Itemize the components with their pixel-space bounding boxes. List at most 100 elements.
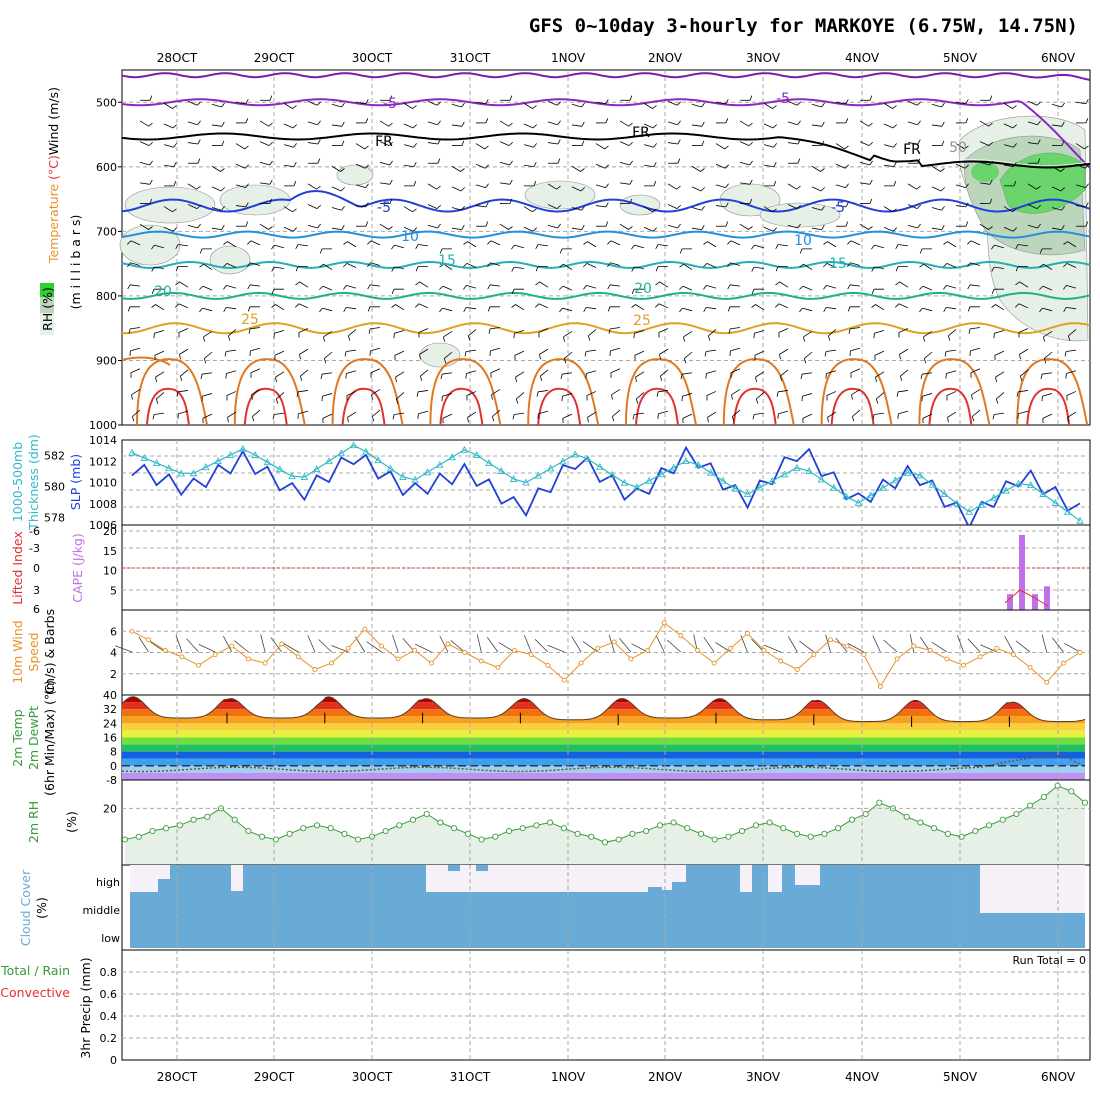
slp-point-29 bbox=[485, 459, 493, 466]
upper-barb-flag-175 bbox=[509, 179, 513, 185]
upper-barb-86 bbox=[283, 144, 294, 148]
cloud-gap-9 bbox=[795, 865, 820, 885]
upper-barb-422 bbox=[658, 303, 669, 309]
upper-barb-521 bbox=[155, 371, 165, 378]
slp-point-19 bbox=[362, 447, 370, 455]
upper-barb-flag-109 bbox=[844, 145, 849, 150]
contour-35-2 bbox=[341, 387, 386, 426]
upper-barb-557 bbox=[1020, 369, 1029, 377]
upper-barb-56 bbox=[523, 123, 534, 129]
upper-barb-221 bbox=[643, 206, 653, 213]
upper-barb-flag-439 bbox=[1063, 307, 1067, 312]
surface-barb-47 bbox=[909, 634, 915, 653]
surface-barb-41 bbox=[799, 640, 815, 653]
cloud-speck-0 bbox=[448, 865, 460, 871]
upper-barb-37 bbox=[1027, 100, 1038, 106]
upper-barb-flag-34 bbox=[965, 99, 969, 104]
upper-barb-158 bbox=[1051, 165, 1061, 172]
upper-barb-141 bbox=[643, 164, 654, 167]
upper-barb-flag-98 bbox=[581, 140, 585, 146]
upper-barb-29 bbox=[835, 101, 846, 105]
upper-barb-392 bbox=[899, 281, 909, 288]
slp-point-55 bbox=[805, 467, 813, 474]
upper-barb-518 bbox=[1044, 351, 1053, 359]
upper-barb-187 bbox=[787, 183, 797, 190]
upper-barb-536 bbox=[515, 371, 525, 378]
rh-point-43 bbox=[711, 836, 718, 843]
upper-barb-164 bbox=[235, 184, 246, 188]
precip-ylabel-conv: Convective bbox=[0, 985, 70, 1000]
upper-barb-flag-566 bbox=[275, 398, 279, 404]
surface-barb-30 bbox=[619, 637, 632, 653]
bottom-date-28OCT: 28OCT bbox=[157, 1070, 198, 1084]
upper-barb-57 bbox=[547, 121, 558, 126]
upper-barb-flag-428 bbox=[799, 307, 803, 313]
upper-barb-flag-616 bbox=[512, 414, 515, 420]
upper-barb-flag-119 bbox=[1084, 145, 1089, 150]
upper-barb-flag-453 bbox=[443, 336, 445, 342]
upper-barb-289 bbox=[347, 241, 357, 248]
upper-barb-354 bbox=[946, 263, 957, 268]
upper-barb-78 bbox=[1051, 124, 1062, 127]
upper-barb-67 bbox=[787, 121, 798, 126]
upper-barb-450 bbox=[370, 327, 381, 330]
upper-barb-538 bbox=[562, 372, 573, 375]
upper-ylabel-wind-unit: (m/s) bbox=[46, 87, 61, 124]
upper-barb-594 bbox=[946, 391, 957, 396]
rh-point-41 bbox=[684, 825, 691, 832]
upper-barb-146 bbox=[763, 164, 774, 167]
upper-barb-632 bbox=[898, 410, 909, 415]
upper-barb-flag-120 bbox=[149, 160, 153, 166]
bottom-date-31OCT: 31OCT bbox=[450, 1070, 491, 1084]
upper-barb-618 bbox=[562, 413, 573, 419]
upper-barb-flag-597 bbox=[1016, 391, 1019, 397]
upper-barb-flag-168 bbox=[340, 187, 345, 192]
upper-barb-flag-420 bbox=[607, 306, 611, 312]
upper-barb-flag-61 bbox=[652, 124, 657, 129]
upper-barb-558 bbox=[1042, 372, 1053, 375]
upper-barb-253 bbox=[451, 227, 462, 230]
upper-barb-flag-357 bbox=[1015, 266, 1019, 272]
upper-barb-flag-48 bbox=[341, 121, 345, 127]
upper-barb-flag-374 bbox=[463, 285, 467, 290]
upper-barb-345 bbox=[730, 262, 741, 266]
li-tick-3: 3 bbox=[33, 584, 40, 597]
upper-barb-flag-418 bbox=[559, 307, 563, 313]
rh-high-east bbox=[999, 152, 1086, 214]
cloud-gap-8 bbox=[768, 865, 782, 892]
upper-barb-flag-548 bbox=[800, 374, 803, 380]
wind-point-48 bbox=[927, 647, 933, 653]
upper-barb-flag-201 bbox=[172, 208, 177, 213]
upper-barb-flag-565 bbox=[251, 394, 253, 400]
upper-barb-flag-147 bbox=[797, 158, 801, 164]
upper-barb-flag-40 bbox=[148, 122, 153, 127]
upper-barb-343 bbox=[683, 263, 693, 270]
slp-point-39 bbox=[608, 470, 616, 478]
upper-barb-223 bbox=[691, 207, 702, 211]
wind-point-34 bbox=[695, 647, 700, 653]
rh-point-25 bbox=[464, 830, 471, 837]
upper-barb-375 bbox=[490, 284, 501, 287]
upper-barb-flag-373 bbox=[439, 285, 444, 290]
upper-barb-82 bbox=[187, 142, 198, 145]
upper-barb-180 bbox=[619, 182, 630, 185]
upper-barb-flag-174 bbox=[485, 183, 489, 188]
upper-barb-flag-509 bbox=[824, 351, 827, 357]
upper-barb-flag-330 bbox=[367, 262, 371, 267]
upper-barb-flag-563 bbox=[201, 396, 203, 402]
contour-m5 bbox=[121, 98, 1091, 169]
slp-point-38 bbox=[596, 462, 604, 470]
upper-barb-flag-185 bbox=[749, 179, 753, 185]
upper-barb-flag-338 bbox=[559, 263, 564, 268]
upper-barb-flag-303 bbox=[679, 248, 683, 254]
upper-barb-flag-6 bbox=[292, 105, 297, 109]
upper-barb-184 bbox=[715, 184, 726, 188]
upper-barb-flag-421 bbox=[631, 304, 636, 308]
upper-barb-428 bbox=[802, 307, 813, 312]
upper-barb-flag-463 bbox=[683, 336, 685, 342]
upper-barb-flag-352 bbox=[895, 266, 899, 272]
upper-barb-162 bbox=[187, 183, 197, 190]
upper-barb-flag-285 bbox=[247, 240, 252, 245]
cloud-low-east bbox=[980, 913, 1085, 948]
